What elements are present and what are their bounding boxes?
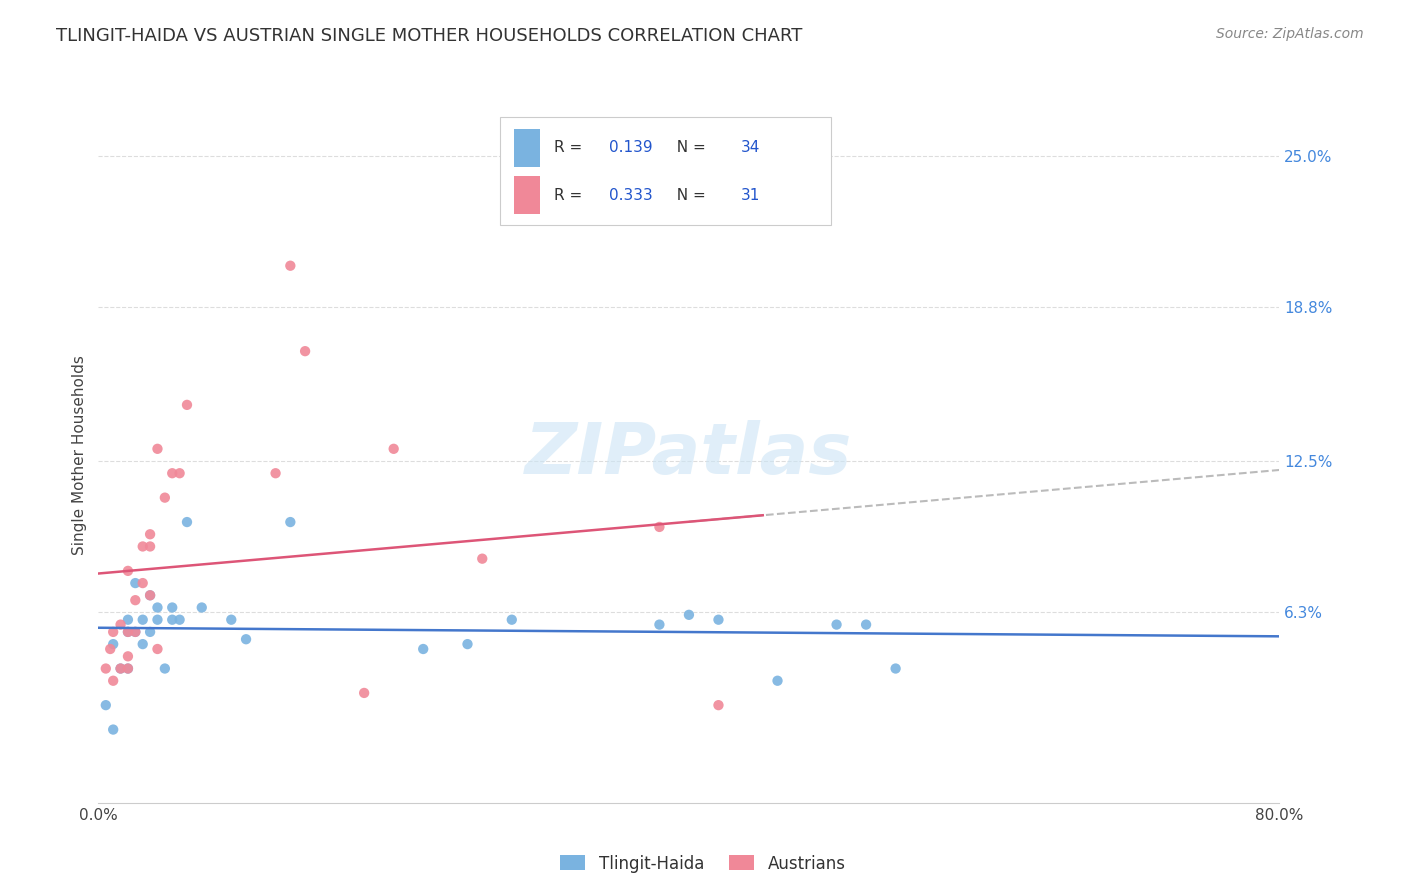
Point (94, 698, 117, 713)
Point (501, 613, 523, 627)
Point (176, 515, 198, 529)
Point (117, 564, 139, 578)
Point (139, 527, 162, 541)
Text: N =: N = (666, 140, 716, 155)
Point (235, 632, 257, 647)
Point (153, 661, 176, 675)
Point (648, 520, 671, 534)
Point (382, 442, 405, 456)
Point (884, 661, 907, 675)
Point (191, 600, 214, 615)
Point (707, 698, 730, 713)
Point (707, 613, 730, 627)
Legend: Tlingit-Haida, Austrians: Tlingit-Haida, Austrians (554, 848, 852, 880)
Point (264, 467, 287, 481)
Point (98, 642, 121, 657)
Point (103, 723, 125, 737)
Point (169, 467, 191, 481)
Text: R =: R = (554, 187, 592, 202)
Point (146, 600, 169, 615)
Point (766, 673, 789, 688)
Point (353, 686, 375, 700)
Point (117, 649, 139, 664)
Point (169, 613, 191, 627)
Text: TLINGIT-HAIDA VS AUSTRIAN SINGLE MOTHER HOUSEHOLDS CORRELATION CHART: TLINGIT-HAIDA VS AUSTRIAN SINGLE MOTHER … (56, 27, 803, 45)
Point (162, 467, 183, 481)
Point (124, 624, 146, 639)
Text: 0.333: 0.333 (609, 187, 652, 202)
Point (103, 624, 125, 639)
Point (124, 593, 146, 607)
Point (825, 617, 848, 632)
FancyBboxPatch shape (515, 128, 540, 167)
Point (110, 617, 132, 632)
Point (132, 540, 155, 554)
Point (146, 642, 169, 657)
Point (456, 637, 478, 651)
Point (471, 551, 494, 566)
Point (146, 442, 169, 456)
Point (278, 515, 302, 529)
Point (139, 540, 162, 554)
FancyBboxPatch shape (501, 118, 831, 226)
Point (139, 624, 162, 639)
FancyBboxPatch shape (515, 176, 540, 214)
Point (117, 661, 139, 675)
Point (139, 588, 162, 602)
Text: Source: ZipAtlas.com: Source: ZipAtlas.com (1216, 27, 1364, 41)
Point (146, 613, 169, 627)
Point (132, 613, 155, 627)
Point (855, 617, 877, 632)
Point (139, 588, 162, 602)
Point (132, 576, 155, 591)
Point (117, 613, 139, 627)
Point (278, 259, 302, 273)
Point (103, 673, 125, 688)
Text: 34: 34 (741, 140, 761, 155)
Point (124, 576, 146, 591)
Point (94, 661, 117, 675)
Point (648, 617, 671, 632)
Point (294, 344, 316, 359)
Point (103, 637, 125, 651)
Y-axis label: Single Mother Households: Single Mother Households (72, 355, 87, 555)
Point (110, 661, 132, 675)
Point (678, 607, 700, 622)
Point (176, 398, 198, 412)
Point (124, 624, 146, 639)
Point (117, 624, 139, 639)
Point (153, 491, 176, 505)
Point (117, 661, 139, 675)
Point (132, 637, 155, 651)
Text: N =: N = (666, 187, 716, 202)
Point (412, 642, 434, 657)
Text: R =: R = (554, 140, 592, 155)
Text: 31: 31 (741, 187, 761, 202)
Point (219, 613, 242, 627)
Text: 0.139: 0.139 (609, 140, 652, 155)
Point (110, 661, 132, 675)
Point (162, 600, 183, 615)
Point (162, 613, 183, 627)
Point (117, 624, 139, 639)
Text: ZIPatlas: ZIPatlas (526, 420, 852, 490)
